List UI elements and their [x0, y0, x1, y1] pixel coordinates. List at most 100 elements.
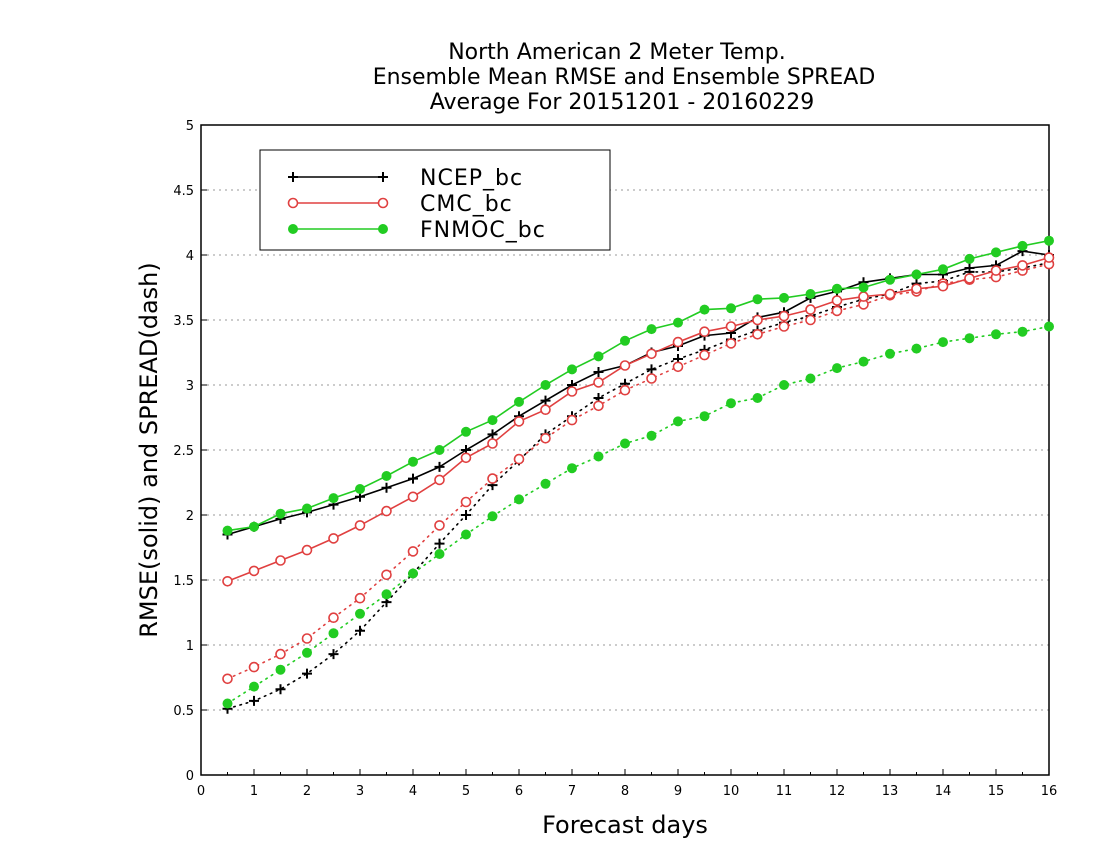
rmse-point-cmc-bc [275, 555, 286, 566]
rmse-point-fnmoc-bc [646, 324, 657, 335]
spread-line-cmc-bc [226, 263, 1050, 680]
rmse-point-cmc-bc [805, 304, 816, 315]
rmse-point-ncep-bc [964, 263, 975, 273]
y-tick-label: 0.5 [173, 704, 194, 719]
rmse-point-ncep-bc [593, 367, 604, 377]
rmse-point-cmc-bc [778, 310, 790, 322]
rmse-point-cmc-bc [354, 520, 366, 531]
rmse-point-cmc-bc [222, 575, 233, 587]
spread-point-fnmoc-bc [434, 549, 445, 559]
x-tick-label: 11 [776, 784, 793, 799]
x-tick-label: 3 [356, 784, 364, 799]
rmse-point-fnmoc-bc [858, 282, 869, 293]
spread-point-fnmoc-bc [620, 438, 630, 449]
rmse-point-cmc-bc [1017, 260, 1028, 271]
spread-point-fnmoc-bc [673, 416, 683, 427]
spread-point-cmc-bc [619, 384, 631, 396]
spread-point-fnmoc-bc [461, 529, 471, 540]
legend-marker-fnmoc-bc [288, 224, 298, 234]
spread-point-ncep-bc [328, 649, 339, 660]
rmse-point-fnmoc-bc [726, 303, 736, 314]
rmse-point-fnmoc-bc [620, 335, 630, 346]
spread-point-fnmoc-bc [540, 478, 551, 489]
spread-point-fnmoc-bc [567, 463, 577, 474]
rmse-point-fnmoc-bc [911, 269, 922, 280]
rmse-point-cmc-bc [328, 533, 339, 544]
spread-point-ncep-bc [249, 695, 259, 706]
spread-point-cmc-bc [646, 373, 657, 384]
rmse-point-cmc-bc [540, 404, 551, 416]
spread-line-ncep-bc [226, 261, 1050, 710]
rmse-point-cmc-bc [699, 326, 710, 338]
x-tick-label: 8 [621, 784, 629, 799]
rmse-point-ncep-bc [381, 482, 392, 493]
spread-point-cmc-bc [328, 612, 339, 624]
rmse-point-cmc-bc [407, 491, 419, 503]
spread-point-cmc-bc [831, 305, 843, 317]
rmse-point-fnmoc-bc [540, 380, 551, 390]
spread-point-cmc-bc [487, 473, 498, 484]
spread-point-ncep-bc [355, 625, 365, 636]
series-ncep-bc [222, 246, 1054, 714]
legend-label-ncep-bc: NCEP_bc [420, 166, 523, 191]
spread-point-fnmoc-bc [1017, 326, 1028, 337]
spread-point-fnmoc-bc [938, 337, 948, 348]
rmse-point-fnmoc-bc [222, 525, 233, 536]
rmse-point-fnmoc-bc [938, 264, 948, 275]
series-fnmoc-bc [222, 235, 1054, 709]
rmse-line-cmc-bc [227, 256, 1050, 583]
rmse-point-fnmoc-bc [832, 283, 842, 294]
spread-point-fnmoc-bc [858, 356, 869, 367]
spread-point-cmc-bc [566, 414, 578, 426]
rmse-point-fnmoc-bc [805, 289, 816, 299]
spread-point-fnmoc-bc [646, 430, 657, 441]
spread-point-cmc-bc [381, 569, 392, 581]
x-tick-label: 10 [723, 784, 740, 799]
x-tick-label: 13 [882, 784, 899, 799]
spread-point-cmc-bc [222, 673, 233, 685]
legend-marker-cmc-bc [377, 197, 389, 209]
y-tick-label: 3.5 [173, 314, 194, 329]
spread-point-fnmoc-bc [514, 494, 524, 505]
y-axis-label: RMSE(solid) and SPREAD(dash) [135, 262, 163, 638]
rmse-point-fnmoc-bc [779, 292, 789, 303]
spread-point-fnmoc-bc [964, 333, 975, 344]
spread-point-fnmoc-bc [275, 664, 286, 675]
legend-label-fnmoc-bc: FNMOC_bc [420, 218, 546, 243]
rmse-point-ncep-bc [408, 473, 418, 484]
spread-point-cmc-bc [805, 314, 816, 326]
rmse-point-fnmoc-bc [328, 493, 339, 504]
spread-point-cmc-bc [540, 432, 551, 444]
rmse-point-cmc-bc [831, 295, 843, 306]
spread-point-cmc-bc [725, 338, 737, 349]
spread-point-fnmoc-bc [222, 698, 233, 709]
x-tick-label: 5 [462, 784, 470, 799]
rmse-point-fnmoc-bc [302, 503, 312, 514]
x-tick-label: 15 [988, 784, 1005, 799]
rmse-point-cmc-bc [964, 273, 975, 284]
rmse-point-fnmoc-bc [355, 484, 365, 494]
legend-box [259, 149, 611, 251]
spread-line-fnmoc-bc [226, 325, 1050, 705]
spread-point-cmc-bc [699, 349, 710, 361]
spread-point-fnmoc-bc [726, 398, 736, 409]
chart-title-line-3: Average For 20151201 - 20160229 [430, 90, 815, 115]
rmse-point-fnmoc-bc [381, 471, 392, 481]
rmse-point-cmc-bc [884, 288, 896, 300]
rmse-point-ncep-bc [434, 461, 445, 472]
y-tick-label: 0 [186, 769, 194, 784]
axis-ticks: 0 1 2 3 4 5 6 7 8 9 10 11 12 13 14 15 1600.511.522.533.5… [173, 119, 1057, 799]
rmse-point-fnmoc-bc [964, 253, 975, 264]
spread-point-ncep-bc [434, 538, 445, 549]
rmse-point-cmc-bc [672, 336, 684, 348]
spread-point-fnmoc-bc [302, 647, 312, 658]
spread-point-cmc-bc [434, 520, 445, 531]
spread-point-fnmoc-bc [487, 511, 498, 522]
spread-point-fnmoc-bc [752, 393, 763, 403]
legend-marker-ncep-bc [378, 172, 388, 182]
rmse-point-fnmoc-bc [249, 521, 259, 532]
rmse-point-fnmoc-bc [1017, 240, 1028, 251]
legend-marker-ncep-bc [288, 172, 298, 182]
